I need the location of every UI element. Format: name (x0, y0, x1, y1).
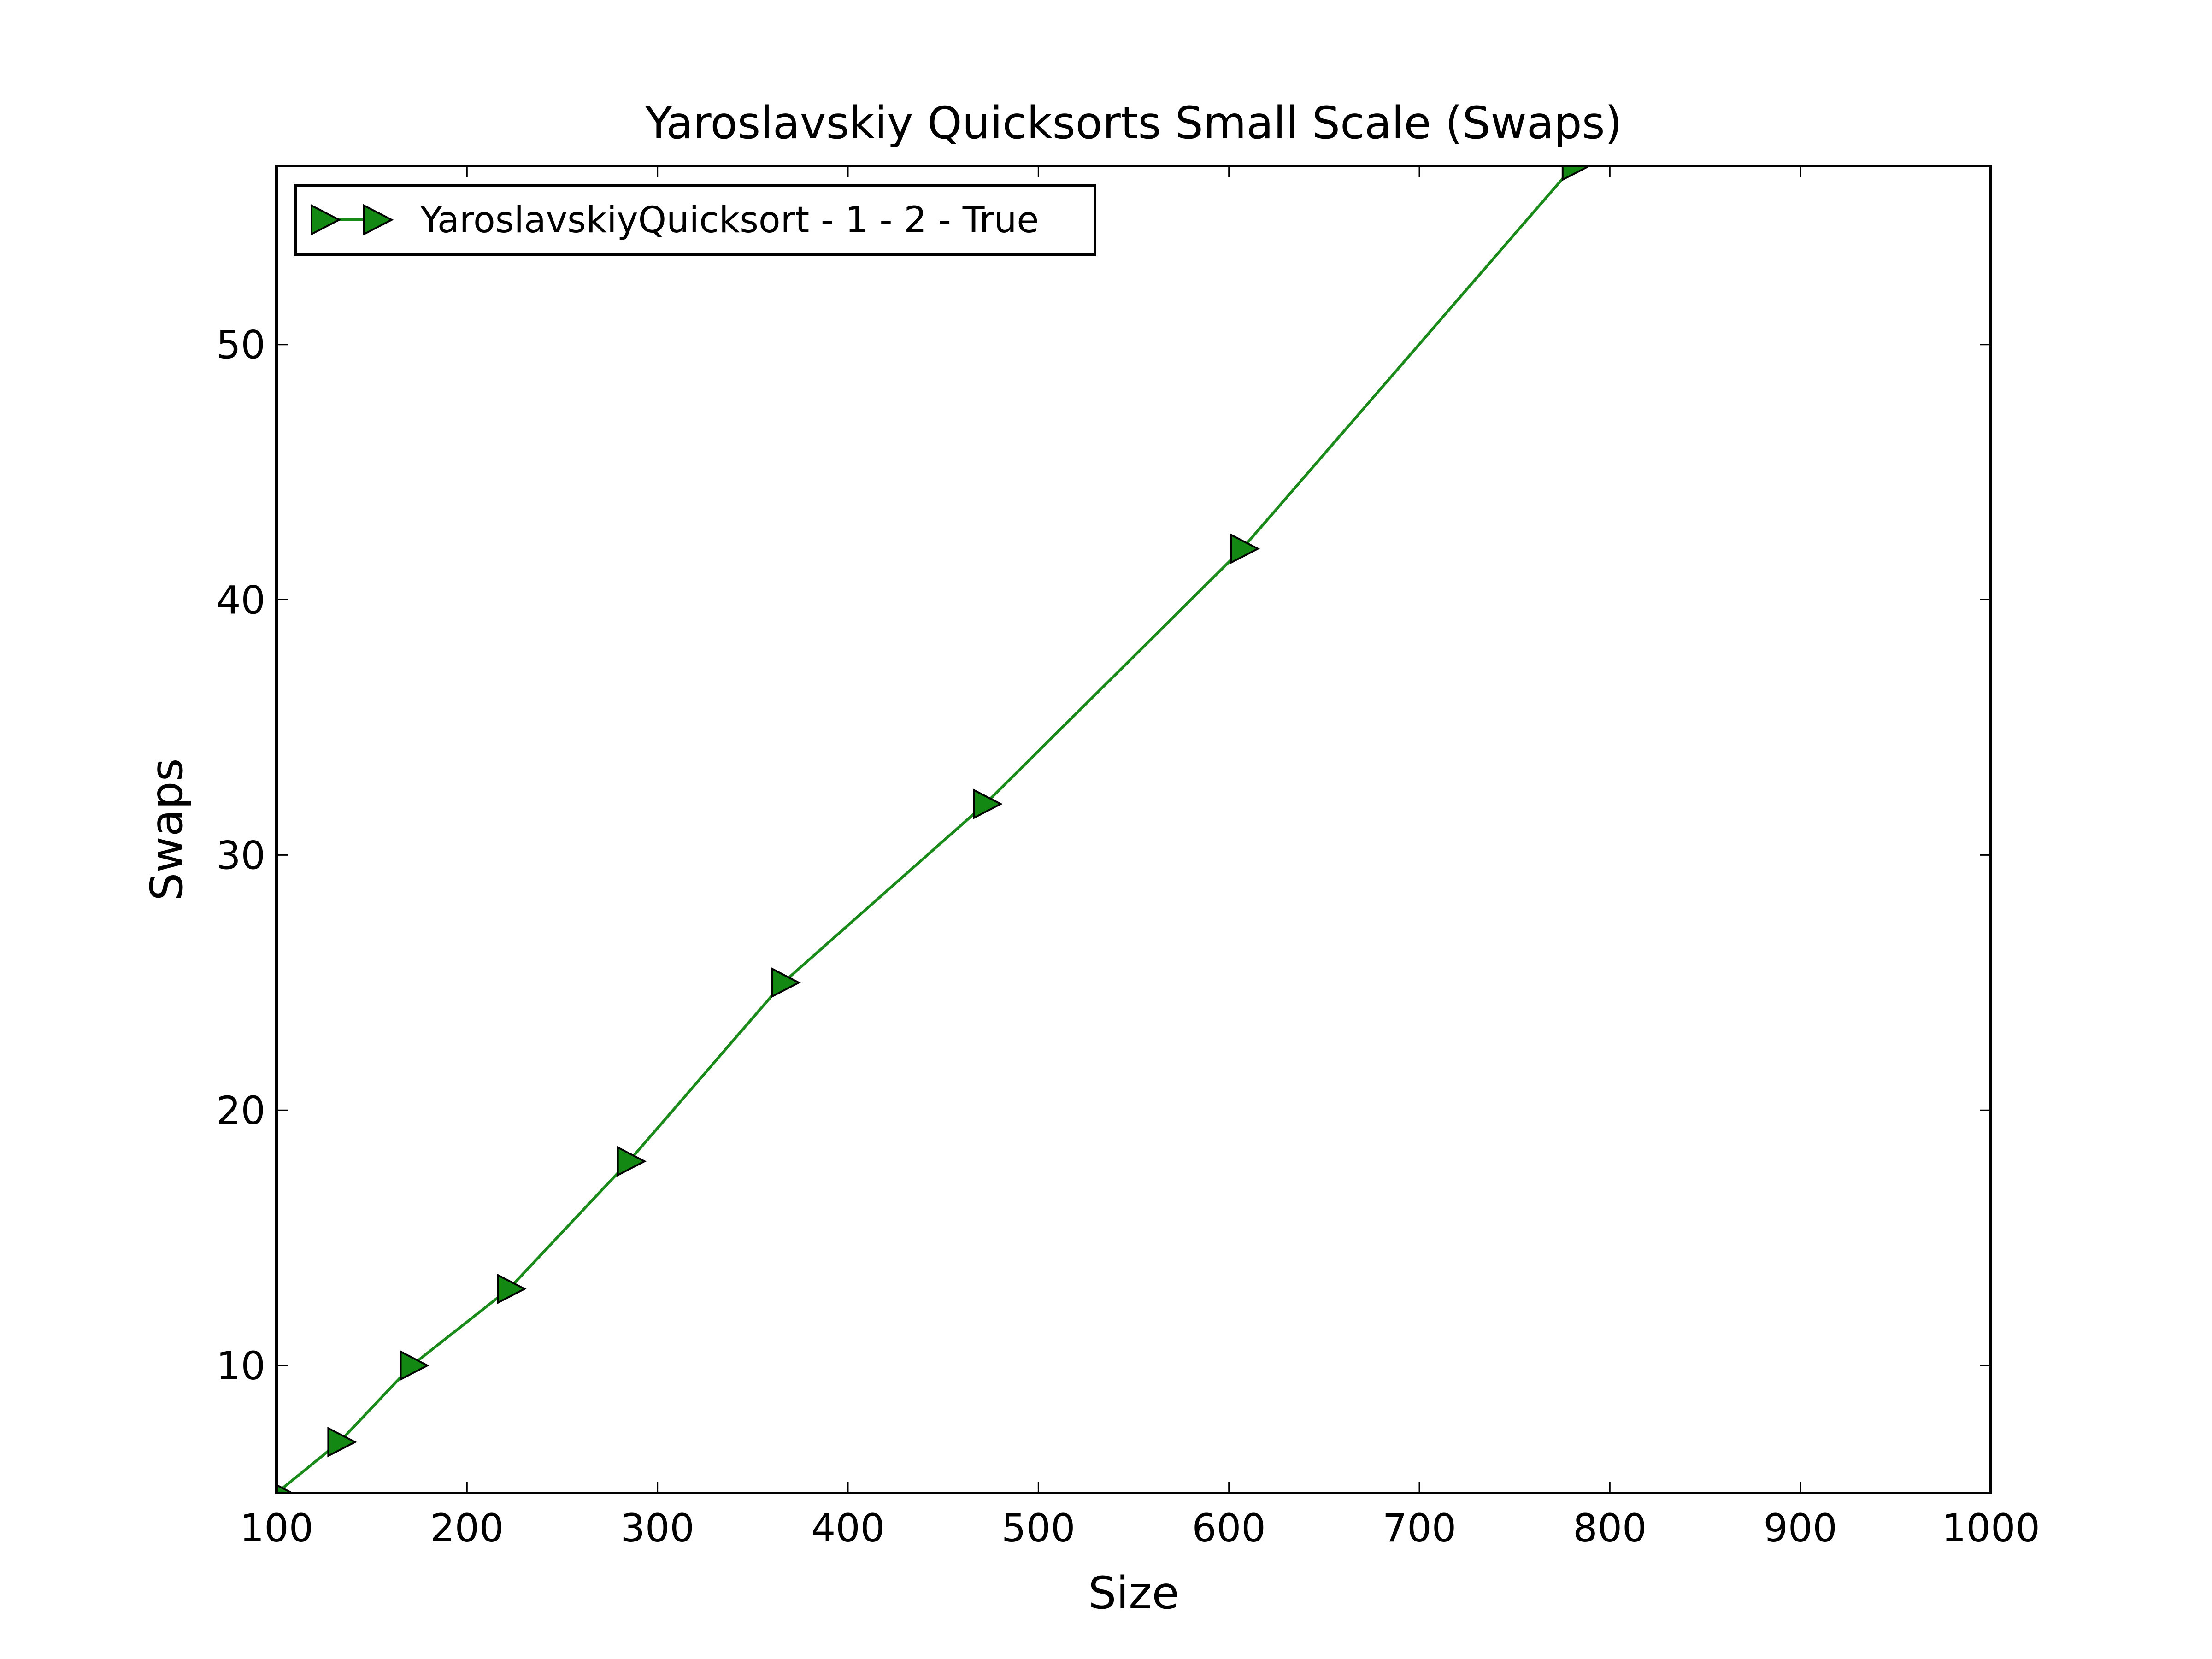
legend-marker (311, 204, 341, 236)
x-tick-label: 300 (620, 1506, 694, 1551)
y-tick-label: 50 (216, 323, 265, 368)
series-layer (276, 166, 1592, 1493)
x-tick-label: 200 (430, 1506, 504, 1551)
plot-frame (275, 165, 1992, 1494)
y-axis-label: Swaps (141, 758, 193, 900)
legend-label: YaroslavskiyQuicksort - 1 - 2 - True (420, 200, 1039, 241)
y-tick-label: 40 (216, 578, 265, 623)
data-point (1230, 533, 1260, 565)
data-point (276, 1484, 294, 1493)
x-tick-label: 1000 (1941, 1506, 2040, 1551)
data-point (327, 1426, 357, 1458)
x-axis-label: Size (1088, 1567, 1179, 1619)
x-tick-label: 600 (1192, 1506, 1265, 1551)
x-tick-label: 500 (1001, 1506, 1075, 1551)
x-tick-label: 700 (1382, 1506, 1456, 1551)
ticks-layer: 100 200 300 400 500 600 700 800 900 1000 10 20 30 40 5… (216, 166, 2040, 1551)
legend: YaroslavskiyQuicksort - 1 - 2 - True (294, 184, 1096, 256)
data-point (617, 1146, 647, 1177)
y-tick-label: 10 (216, 1343, 265, 1388)
x-tick-label: 900 (1763, 1506, 1837, 1551)
data-point (1561, 166, 1592, 182)
x-tick-label: 100 (240, 1506, 313, 1551)
data-point (771, 967, 801, 998)
x-tick-label: 800 (1573, 1506, 1647, 1551)
data-point (973, 788, 1003, 819)
data-point (400, 1350, 429, 1381)
y-tick-label: 20 (216, 1088, 265, 1133)
x-tick-label: 400 (811, 1506, 885, 1551)
legend-marker (363, 204, 394, 236)
chart-title: Yaroslavskiy Quicksorts Small Scale (Swa… (645, 97, 1622, 149)
series-line (276, 166, 1575, 1493)
data-point (497, 1273, 527, 1305)
y-tick-label: 30 (216, 833, 265, 878)
legend-frame (294, 184, 1096, 256)
